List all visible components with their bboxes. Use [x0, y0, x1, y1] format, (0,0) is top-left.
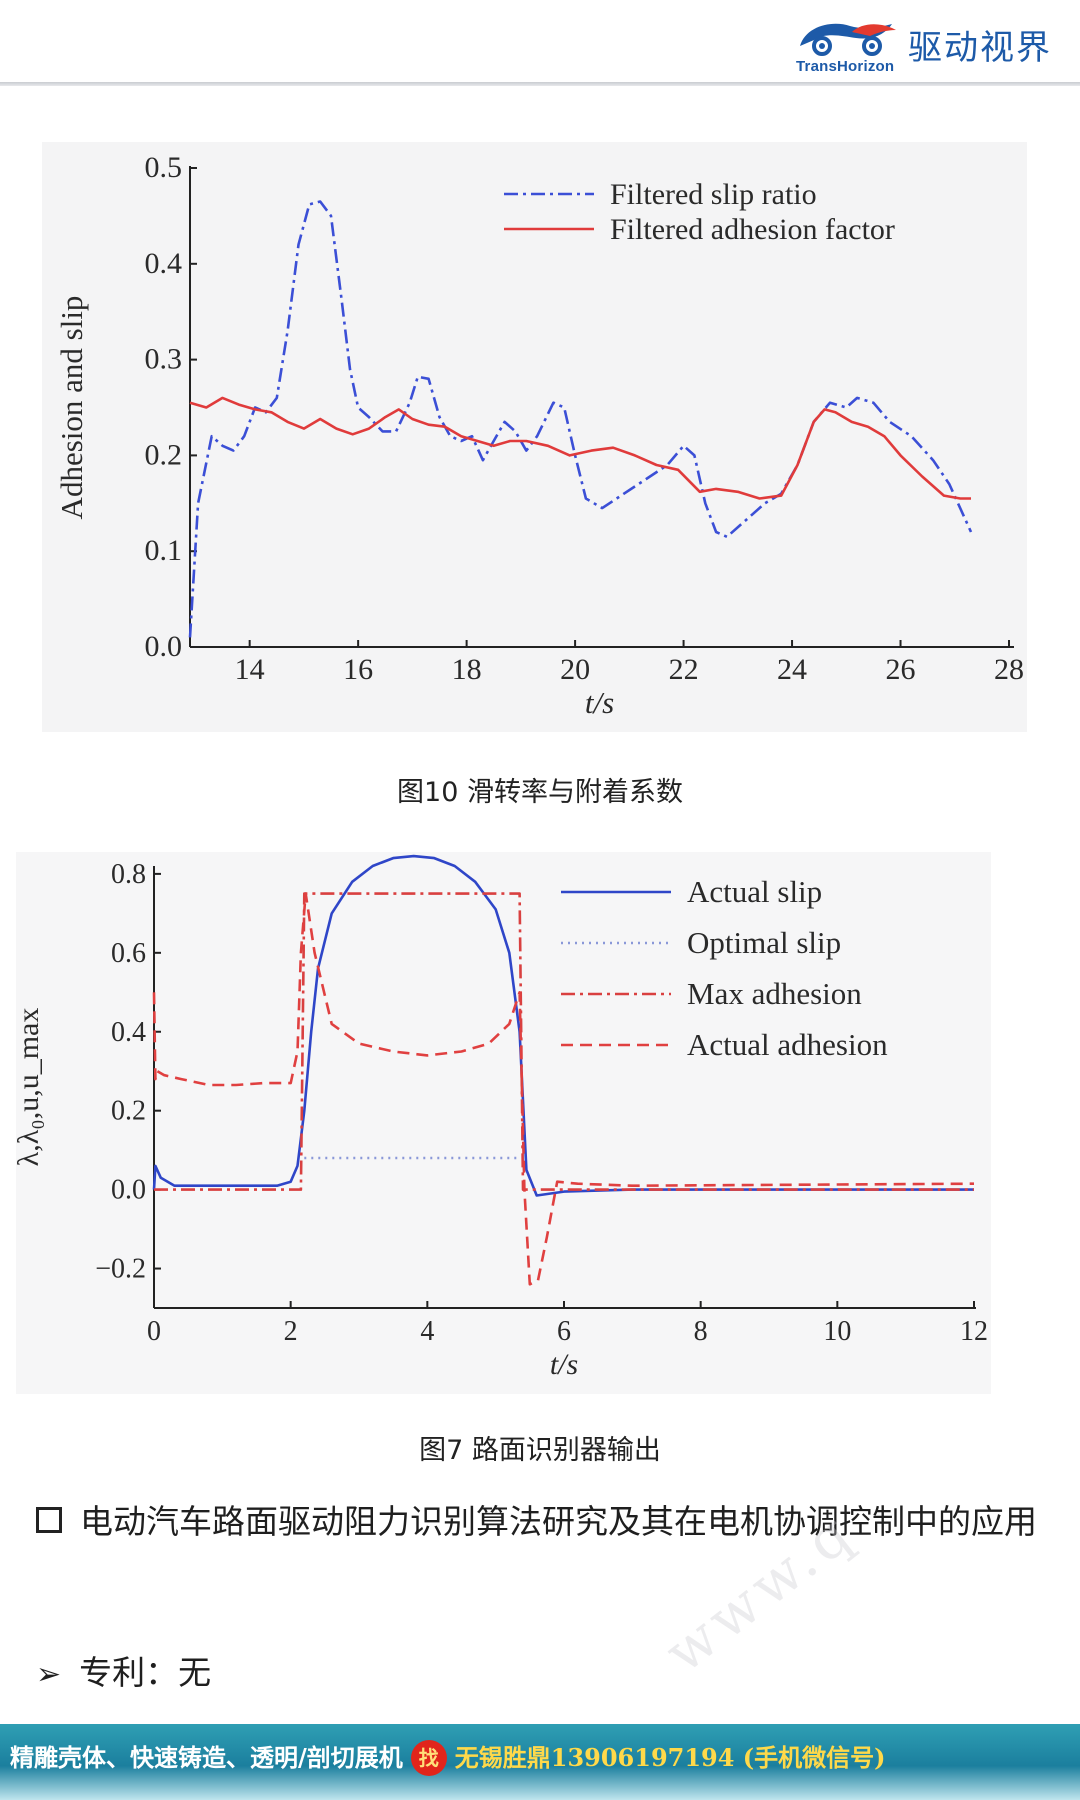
patent-line: ➢ 专利：无 [36, 1646, 211, 1694]
y-axis-label: Adhesion and slip [54, 296, 89, 520]
figure-7-caption: 图7 路面识别器输出 [419, 1435, 661, 1466]
x-axis-label: t/s [585, 685, 614, 720]
x-tick-label: 2 [284, 1316, 298, 1347]
x-tick-label: 26 [886, 653, 916, 686]
y-tick-label: 0.2 [111, 1096, 146, 1127]
logo-chinese-text: 驱动视界 [908, 28, 1052, 68]
x-tick-label: 8 [694, 1316, 708, 1347]
x-tick-label: 12 [960, 1316, 988, 1347]
checkbox-square-icon [36, 1506, 62, 1533]
y-tick-label: 0.3 [145, 343, 183, 376]
legend-label-1: Filtered slip ratio [610, 178, 817, 211]
footer-text: 精雕壳体、快速铸造、透明/剖切展机找无锡胜鼎13906197194 (手机微信号… [10, 1738, 886, 1778]
chart-2-svg: 0 2 4 6 8 10 12 −0.2 0.0 0.2 0.4 0.6 0.8 t/s λ,λ₀,u,u_… [12, 854, 988, 1381]
arrow-bullet-icon: ➢ [36, 1657, 62, 1692]
series-line-1 [188, 200, 973, 638]
transhorizon-logo: TransHorizon 驱动视界 [792, 14, 1052, 76]
header-divider [0, 82, 1080, 86]
patent-text: 专利：无 [79, 1653, 212, 1692]
x-tick-label: 4 [420, 1316, 434, 1347]
x-tick-label: 22 [669, 653, 699, 686]
y-tick-label: 0.8 [111, 859, 146, 890]
x-tick-label: 10 [823, 1316, 851, 1347]
footer-banner: 精雕壳体、快速铸造、透明/剖切展机找无锡胜鼎13906197194 (手机微信号… [0, 1724, 1080, 1800]
series-line-4 [152, 892, 975, 1286]
x-tick-label: 28 [994, 653, 1024, 686]
y-tick-label: 0.1 [145, 534, 183, 567]
road-identifier-output-chart: 0 2 4 6 8 10 12 −0.2 0.0 0.2 0.4 0.6 0.8 t/s λ,λ₀,u,u_… [12, 852, 991, 1394]
x-tick-label: 14 [235, 653, 265, 686]
y-tick-label: 0.4 [111, 1017, 146, 1048]
series-line-2 [189, 396, 971, 500]
y-tick-label: 0.0 [111, 1175, 146, 1206]
legend-label-3: Max adhesion [687, 976, 862, 1011]
y-tick-label: 0.6 [111, 938, 146, 969]
car-swirl-logo-icon [800, 23, 896, 56]
x-tick-label: 24 [777, 653, 807, 686]
y-tick-label: 0.5 [145, 151, 183, 184]
y-tick-label: 0.0 [145, 630, 183, 663]
x-tick-label: 0 [147, 1316, 161, 1347]
figure-10-caption: 图10 滑转率与附着系数 [397, 777, 683, 808]
x-tick-label: 6 [557, 1316, 571, 1347]
find-badge-icon: 找 [410, 1739, 447, 1776]
x-tick-label: 16 [343, 653, 373, 686]
x-tick-label: 18 [452, 653, 482, 686]
y-tick-label: 0.4 [145, 247, 183, 280]
research-topic-text: 电动汽车路面驱动阻力识别算法研究及其在电机协调控制中的应用 [80, 1502, 1037, 1541]
research-topic-bullet: 电动汽车路面驱动阻力识别算法研究及其在电机协调控制中的应用 [36, 1490, 1046, 1554]
legend-label-2: Optimal slip [687, 925, 841, 960]
chart-1-svg: 14 16 18 20 22 24 26 28 0.0 0.1 0.2 0.3 0.4 0.5 t/s Adh… [54, 151, 1024, 720]
page-header: TransHorizon 驱动视界 [0, 0, 1080, 86]
logo-english-text: TransHorizon [796, 58, 895, 75]
legend-label-2: Filtered adhesion factor [610, 213, 895, 246]
x-axis-label: t/s [550, 1348, 578, 1381]
legend-label-4: Actual adhesion [687, 1027, 888, 1062]
y-tick-label: −0.2 [95, 1254, 146, 1285]
legend-label-1: Actual slip [687, 874, 822, 909]
slip-adhesion-chart: 14 16 18 20 22 24 26 28 0.0 0.1 0.2 0.3 0.4 0.5 t/s Adh… [42, 142, 1027, 732]
x-tick-label: 20 [560, 653, 590, 686]
series-line-3 [154, 892, 974, 1191]
y-tick-label: 0.2 [145, 438, 183, 471]
series-line-1 [152, 854, 974, 1197]
footer-contact-text: 无锡胜鼎13906197194 (手机微信号) [454, 1743, 886, 1772]
y-axis-label: λ,λ₀,u,u_max [16, 1008, 45, 1167]
footer-left-text: 精雕壳体、快速铸造、透明/剖切展机 [10, 1743, 403, 1772]
